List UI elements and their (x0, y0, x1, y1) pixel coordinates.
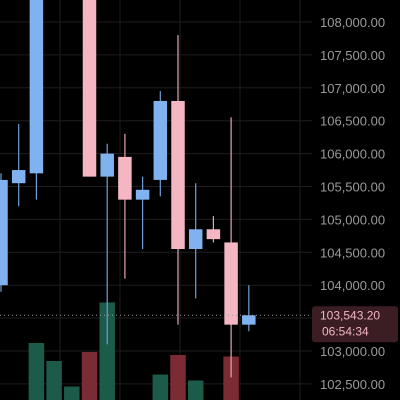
volume-bar (28, 343, 45, 400)
volume-bar (46, 361, 62, 400)
price-tick-label: 103,000.00 (320, 344, 385, 359)
candle (11, 123, 26, 207)
candle-countdown: 06:54:34 (322, 324, 369, 338)
candle (224, 117, 238, 378)
price-tick-label: 105,500.00 (320, 180, 385, 195)
price-tick-label: 102,500.00 (320, 377, 385, 392)
price-tick-label: 107,000.00 (320, 81, 385, 96)
candle-body (100, 153, 114, 177)
candle (82, 0, 97, 177)
volume-bar (223, 356, 239, 400)
price-tick-label: 105,000.00 (320, 212, 385, 227)
price-tick-label: 106,500.00 (320, 114, 385, 129)
candle-body (188, 229, 203, 250)
volume-bar (81, 352, 98, 400)
candle (242, 285, 256, 332)
candle-body (11, 170, 26, 184)
volume-bar (152, 374, 169, 400)
candle-body (153, 100, 168, 180)
price-tick-label: 108,000.00 (320, 15, 385, 30)
price-tick-label: 104,500.00 (320, 245, 385, 260)
candle (0, 173, 8, 292)
candle-body (224, 242, 238, 325)
candle (118, 133, 132, 279)
candle (171, 35, 185, 325)
price-tick-label: 107,500.00 (320, 48, 385, 63)
candle-body (82, 0, 97, 177)
candle-body (242, 315, 256, 325)
volume-bar (64, 386, 80, 400)
volume-bars (28, 302, 239, 400)
price-tick-label: 104,000.00 (320, 278, 385, 293)
candle-body (0, 179, 8, 286)
candle-body (118, 156, 132, 200)
last-price-tag-background (312, 306, 398, 343)
last-price-tag: 103,543.20 06:54:34 (312, 306, 398, 343)
volume-bar (170, 355, 186, 400)
candle (206, 216, 221, 243)
candle (135, 176, 150, 250)
candle (29, 0, 44, 200)
candle (188, 183, 203, 299)
candle-body (29, 0, 44, 174)
candle (153, 91, 168, 197)
candles (0, 0, 256, 378)
last-price-value: 103,543.20 (320, 308, 380, 322)
volume-bar (99, 302, 115, 400)
candle-body (206, 229, 221, 240)
candle (100, 143, 114, 345)
price-tick-label: 106,000.00 (320, 147, 385, 162)
candle-body (135, 189, 150, 200)
candle-body (171, 100, 185, 250)
volume-bar (187, 380, 204, 400)
